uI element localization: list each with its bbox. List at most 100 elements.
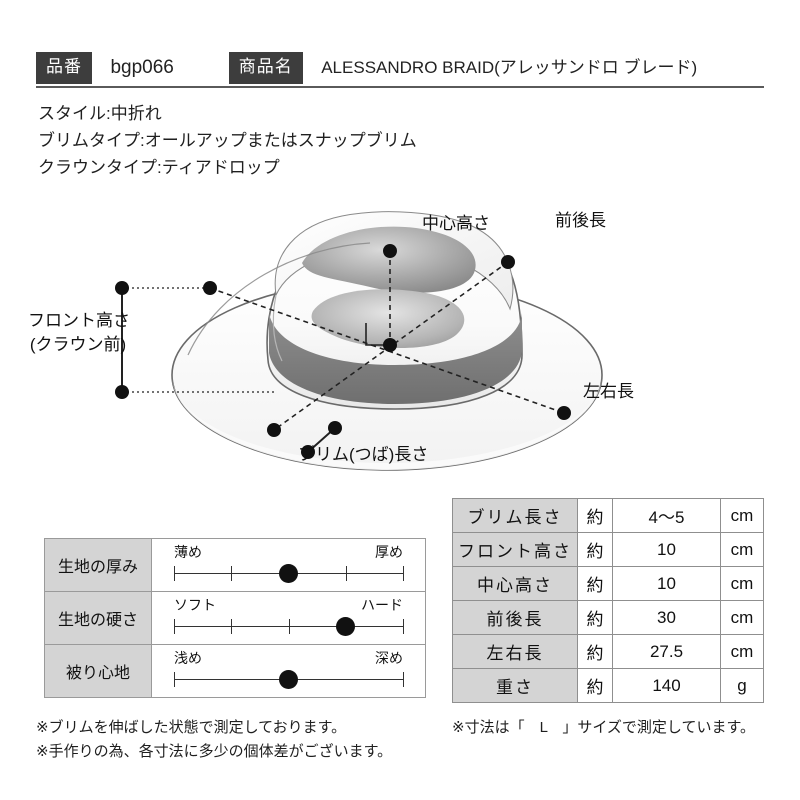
crown-crease [272,294,283,362]
slider-tick [403,672,404,687]
slider-right-label-1: ハード [361,597,403,613]
hat-measurement-diagram: 中心高さ 前後長 左右長 ブリム(つば)長さ フロント高さ (クラウン前) [28,185,730,475]
dot-front-height-top [203,281,217,295]
spec-text-block: スタイル:中折れ ブリムタイプ:オールアップまたはスナップブリム クラウンタイプ… [38,100,417,181]
product-code-value: bgp066 [110,57,174,78]
brim-inner-curve [187,242,371,356]
measurement-unit: cm [720,566,764,601]
slider-cell-2[interactable]: 浅め 深め [151,644,426,698]
measurements-table: ブリム長さ 約 4〜5 cm フロント高さ 約 10 cm 中心高さ 約 10 … [452,498,764,703]
label-front-height-line1: フロント高さ [28,311,130,330]
dot-center [383,338,397,352]
measurement-approx: 約 [577,532,613,567]
label-left-right: 左右長 [583,382,634,401]
spec-brimtype-line: ブリムタイプ:オールアップまたはスナップブリム [38,131,417,150]
fabric-attributes-table: 生地の厚み 薄め 厚め 生地の硬さ [44,538,426,698]
slider-left-label-2: 浅め [174,650,202,666]
notes-left-block: ※ブリムを伸ばした状態で測定しております。 ※手作りの為、各寸法に多少の個体差が… [36,716,392,764]
measurement-approx: 約 [577,566,613,601]
table-row: ブリム長さ 約 4〜5 cm [452,498,764,533]
label-front-height-line2: (クラウン前) [29,335,127,354]
slider-track-0[interactable]: 薄め 厚め [174,539,404,591]
label-center-height: 中心高さ [422,214,490,233]
slider-tick [231,619,233,634]
measurement-name: ブリム長さ [452,498,578,533]
dot-left-right [557,406,571,420]
hat-illustration [115,211,603,471]
measurement-name: 中心高さ [452,566,578,601]
slider-cell-0[interactable]: 薄め 厚め [151,538,426,592]
measurement-unit: cm [720,634,764,669]
table-row: 中心高さ 約 10 cm [452,566,764,601]
measurement-approx: 約 [577,634,613,669]
measurements-body: ブリム長さ 約 4〜5 cm フロント高さ 約 10 cm 中心高さ 約 10 … [452,498,764,703]
notes-right-block: ※寸法は「 L 」サイズで測定しています。 [452,716,755,740]
table-row: フロント高さ 約 10 cm [452,532,764,567]
measurement-name: フロント高さ [452,532,578,567]
measurement-name: 左右長 [452,634,578,669]
slider-label-2: 被り心地 [44,644,152,698]
slider-tick [174,619,175,634]
note-brim-stretched: ※ブリムを伸ばした状態で測定しております。 [36,719,347,736]
dot-brim-lower [301,445,315,459]
table-row: 前後長 約 30 cm [452,600,764,635]
table-row: 生地の硬さ ソフト ハード [44,591,426,645]
measurement-value: 4〜5 [612,498,721,533]
slider-thumb-1[interactable] [336,617,356,636]
measurement-approx: 約 [577,498,613,533]
dot-center-height-top [383,244,397,258]
header-divider [36,86,764,88]
measurement-value: 10 [612,566,721,601]
measurement-approx: 約 [577,600,613,635]
slider-right-label-0: 厚め [375,544,403,560]
table-row: 生地の厚み 薄め 厚め [44,538,426,592]
slider-right-label-2: 深め [375,650,403,666]
crown-dent-front [311,289,465,348]
product-name-label: 商品名 [228,52,303,84]
dot-front-height-bar-bottom [115,385,129,399]
hat-band [269,313,522,404]
table-row: 重さ 約 140 g [452,668,764,703]
product-name-value: ALESSANDRO BRAID(アレッサンドロ ブレード) [321,58,698,77]
table-row: 左右長 約 27.5 cm [452,634,764,669]
slider-thumb-0[interactable] [279,564,298,583]
header-spacer [178,52,224,53]
dot-brim-upper [328,421,342,435]
slider-tick [345,566,347,581]
slider-cell-1[interactable]: ソフト ハード [151,591,426,645]
measurement-unit: g [720,668,764,703]
product-header: 品番 bgp066 商品名 ALESSANDRO BRAID(アレッサンドロ ブ… [36,52,764,86]
dot-brim-inner [267,423,281,437]
label-front-back: 前後長 [555,211,606,230]
measurement-approx: 約 [577,668,613,703]
label-brim-length: ブリム(つば)長さ [298,445,429,464]
dot-front-height-bar-top [115,281,129,295]
spec-crowntype-line: クラウンタイプ:ティアドロップ [38,158,280,177]
fabric-attributes-body: 生地の厚み 薄め 厚め 生地の硬さ [44,538,426,698]
measurement-name: 前後長 [452,600,578,635]
table-row: 被り心地 浅め 深め [44,644,426,698]
product-code-label: 品番 [36,52,92,84]
crown-dent-rear [302,226,476,293]
slider-tick [403,619,404,634]
slider-tick [174,566,175,581]
measurement-value: 140 [612,668,721,703]
slider-label-0: 生地の厚み [44,538,152,592]
slider-track-1[interactable]: ソフト ハード [174,592,404,644]
measurement-value: 27.5 [612,634,721,669]
slider-thumb-2[interactable] [279,670,298,689]
measurement-value: 30 [612,600,721,635]
measurement-unit: cm [720,532,764,567]
slider-left-label-1: ソフト [174,597,216,613]
measurement-name: 重さ [452,668,578,703]
right-angle-marker [365,323,390,346]
slider-tick [174,672,175,687]
slider-label-1: 生地の硬さ [44,591,152,645]
slider-tick [403,566,404,581]
dot-front-back [501,255,515,269]
measurement-unit: cm [720,600,764,635]
measurement-unit: cm [720,498,764,533]
slider-track-2[interactable]: 浅め 深め [174,645,404,697]
measurement-value: 10 [612,532,721,567]
